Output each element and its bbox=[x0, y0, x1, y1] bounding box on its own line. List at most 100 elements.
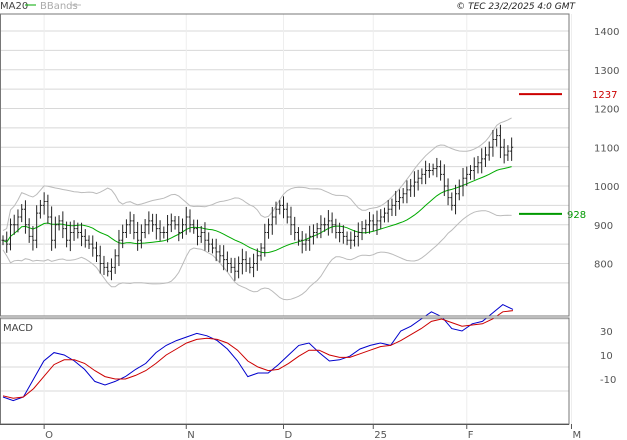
ohlc-bar bbox=[248, 257, 252, 274]
price-tick-label: 1300 bbox=[594, 66, 619, 77]
ohlc-bar bbox=[252, 253, 256, 278]
ohlc-bar bbox=[293, 216, 297, 241]
ohlc-bar bbox=[480, 148, 484, 174]
ohlc-bar bbox=[364, 219, 368, 234]
ohlc-bar bbox=[300, 231, 304, 254]
macd-tick-label: 10 bbox=[600, 351, 613, 362]
ohlc-bar bbox=[326, 210, 330, 236]
ohlc-bar bbox=[46, 194, 50, 224]
ohlc-bar bbox=[68, 221, 72, 252]
ohlc-bar bbox=[199, 225, 203, 243]
ohlc-bar bbox=[106, 262, 110, 277]
ohlc-bar bbox=[8, 218, 12, 251]
ohlc-bar bbox=[72, 220, 76, 241]
ohlc-bar bbox=[319, 215, 323, 239]
ohlc-bar bbox=[128, 211, 132, 234]
ohlc-bar bbox=[274, 201, 278, 225]
ohlc-bar bbox=[427, 163, 431, 178]
bbands-legend: BBands bbox=[40, 1, 78, 12]
ohlc-bar bbox=[113, 249, 117, 274]
ohlc-bar bbox=[289, 206, 293, 236]
ohlc-bar bbox=[143, 219, 147, 239]
ohlc-bar bbox=[121, 224, 125, 249]
ohlc-bar bbox=[181, 218, 185, 239]
ohlc-bar bbox=[341, 225, 345, 244]
ohlc-bar bbox=[446, 178, 450, 206]
ohlc-bar bbox=[311, 224, 315, 245]
ohlc-bar bbox=[5, 231, 9, 253]
ohlc-bar bbox=[502, 138, 506, 164]
x-tick-label: D bbox=[285, 430, 293, 440]
ohlc-bar bbox=[450, 192, 454, 211]
price-tick-label: 1400 bbox=[594, 27, 619, 38]
x-tick-label: O bbox=[45, 430, 53, 440]
ohlc-bar bbox=[457, 179, 461, 201]
ohlc-bar bbox=[465, 166, 469, 187]
ohlc-bar bbox=[177, 216, 181, 242]
ohlc-bar bbox=[98, 245, 102, 274]
ohlc-bar bbox=[154, 213, 158, 240]
ohlc-bar bbox=[207, 232, 211, 252]
ohlc-bar bbox=[424, 160, 428, 185]
ohlc-bar bbox=[469, 165, 472, 180]
bollinger-bands bbox=[2, 117, 512, 301]
ohlc-bar bbox=[461, 167, 465, 197]
ohlc-bar bbox=[210, 238, 214, 254]
ohlc-bar bbox=[222, 245, 226, 271]
ohlc-bar bbox=[483, 146, 487, 168]
price-tick-label: 1200 bbox=[594, 105, 619, 116]
ohlc-bar bbox=[57, 215, 61, 231]
ohlc-bar bbox=[409, 178, 413, 197]
ohlc-bar bbox=[38, 199, 42, 219]
ohlc-bar bbox=[16, 209, 20, 233]
ohlc-bar bbox=[214, 238, 218, 262]
macd-tick-label: 30 bbox=[600, 327, 613, 338]
bollinger-lower-line bbox=[2, 210, 512, 301]
ohlc-bar bbox=[491, 130, 495, 157]
ohlc-bar bbox=[162, 226, 166, 239]
ohlc-bar bbox=[169, 213, 173, 233]
ohlc-bar bbox=[50, 206, 54, 251]
support-label: 928 bbox=[567, 210, 586, 221]
price-tick-label: 900 bbox=[594, 221, 613, 232]
ohlc-bar bbox=[173, 215, 177, 230]
resistance-label: 1237 bbox=[592, 90, 617, 101]
ohlc-bar bbox=[270, 206, 274, 235]
ohlc-bar bbox=[296, 227, 300, 246]
ohlc-bar bbox=[102, 255, 106, 275]
ohlc-bar bbox=[1, 235, 5, 246]
ohlc-bar bbox=[229, 257, 233, 274]
ohlc-bar bbox=[147, 211, 151, 235]
price-tick-label: 800 bbox=[594, 260, 613, 271]
ohlc-bar bbox=[218, 245, 222, 263]
price-tick-label: 1000 bbox=[594, 182, 619, 193]
grid-layer: 1400 1300 1200 1100 1000 900 800 30 10 -10 O N D 25 F M bbox=[0, 14, 619, 440]
ohlc-bar bbox=[240, 248, 244, 275]
ohlc-bar bbox=[132, 214, 136, 240]
ohlc-bar bbox=[285, 202, 289, 224]
ohlc-bar bbox=[495, 128, 499, 147]
ohlc-bar bbox=[454, 184, 458, 215]
ohlc-bar bbox=[255, 248, 259, 271]
ohlc-bar bbox=[442, 164, 446, 197]
ohlc-bar bbox=[87, 235, 91, 250]
ohlc-bar bbox=[83, 229, 87, 248]
ohlc-bar bbox=[195, 219, 199, 246]
price-levels: 1237 928 bbox=[519, 90, 617, 221]
ohlc-bar bbox=[379, 209, 383, 229]
ohlc-bar bbox=[412, 171, 416, 197]
ohlc-bar bbox=[405, 180, 409, 204]
ohlc-bar bbox=[371, 214, 375, 232]
ohlc-bar bbox=[244, 251, 248, 272]
ohlc-bar bbox=[80, 222, 84, 247]
ohlc-bar bbox=[487, 141, 491, 161]
ohlc-bar bbox=[315, 222, 319, 239]
ohlc-bar bbox=[42, 192, 46, 215]
x-tick-label: M bbox=[572, 430, 581, 440]
ohlc-bar bbox=[435, 157, 439, 178]
ohlc-bar bbox=[263, 223, 267, 257]
ohlc-bar bbox=[416, 169, 420, 191]
ohlc-bar bbox=[472, 157, 476, 180]
macd-tick-label: -10 bbox=[600, 375, 616, 386]
ohlc-bar bbox=[237, 256, 241, 279]
